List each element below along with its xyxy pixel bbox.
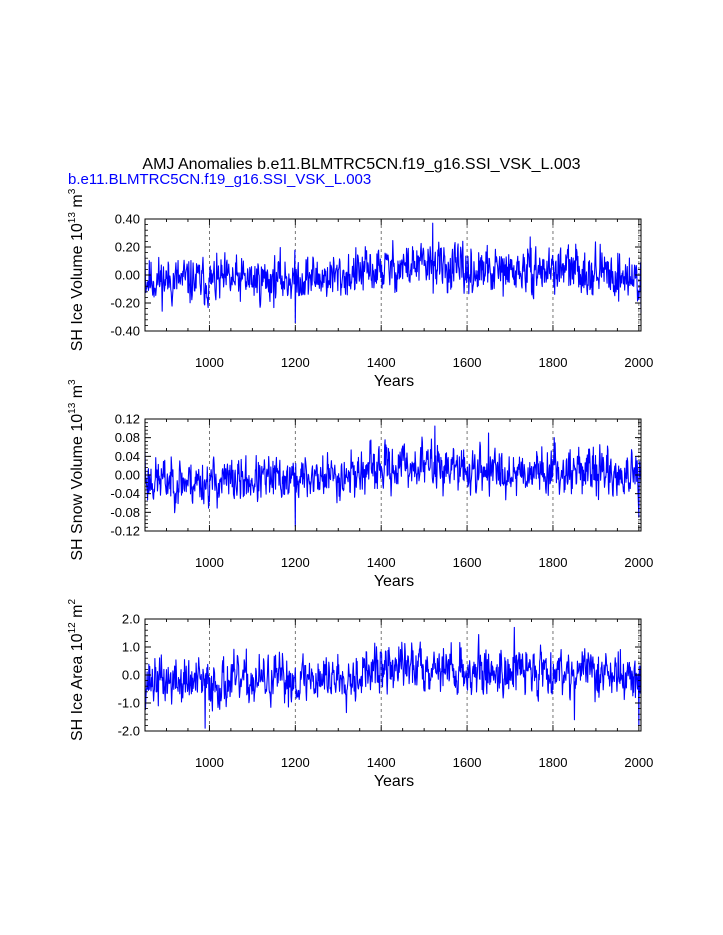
xtick-label: 1800 [539,755,568,770]
y-axis-label-part: SH Snow Volume 10 [69,414,86,561]
y-axis-label-superscript: 3 [67,188,78,194]
xtick-label: 1800 [539,555,568,570]
y-axis-label-superscript: 2 [67,599,78,605]
ytick-label: -2.0 [118,724,140,739]
xtick-label: 1800 [539,355,568,370]
ytick-label: -0.40 [110,324,140,339]
ytick-label: 0.00 [115,468,140,483]
ytick-label: 0.0 [122,668,140,683]
ytick-label: 0.40 [115,212,140,227]
xtick-label: 1400 [367,555,396,570]
xtick-label: 2000 [624,555,653,570]
y-axis-label-part: m [69,194,86,212]
ytick-label: -1.0 [118,696,140,711]
ytick-label: 2.0 [122,612,140,627]
ytick-label: 0.20 [115,240,140,255]
xtick-label: 1000 [195,555,224,570]
y-axis-label-part: m [69,385,86,403]
ytick-label: -0.20 [110,296,140,311]
panel-1: -0.40 -0.20 0.00 0.20 0.40 1000 1200 1400 1600 18… [67,188,653,390]
xtick-label: 1200 [281,355,310,370]
x-axis-label: Years [374,373,414,390]
ytick-label: 0.12 [115,412,140,427]
page-subtitle: b.e11.BLMTRC5CN.f19_g16.SSI_VSK_L.003 [68,171,372,188]
xtick-label: 1000 [195,755,224,770]
series-line [144,425,642,527]
x-axis-label: Years [374,773,414,790]
y-axis-label-superscript: 3 [67,379,78,385]
xtick-label: 2000 [624,355,653,370]
xtick-label: 1600 [453,355,482,370]
plot-frame [144,218,642,332]
xtick-label: 2000 [624,755,653,770]
y-axis-label-superscript: 13 [67,402,78,414]
ytick-label: 0.00 [115,268,140,283]
xtick-label: 1600 [453,555,482,570]
ytick-label: 0.08 [115,430,140,445]
y-axis-label-part: SH Ice Area 10 [69,633,86,741]
xtick-label: 1400 [367,355,396,370]
y-axis-label-part: SH Ice Volume 10 [69,223,86,351]
xtick-label: 1400 [367,755,396,770]
xtick-label: 1200 [281,555,310,570]
panel-3: -2.0 -1.0 0.0 1.0 2.0 1000 1200 1400 1600 1800 200… [67,599,653,790]
y-axis-label-superscript: 12 [67,622,78,634]
xtick-label: 1200 [281,755,310,770]
series-line [144,222,642,324]
y-axis-label-part: m [69,605,86,623]
y-axis-label-superscript: 13 [67,212,78,224]
x-axis-label: Years [374,573,414,590]
ytick-label: 0.04 [115,449,140,464]
xtick-label: 1600 [453,755,482,770]
ytick-label: -0.04 [110,486,140,501]
ytick-label: -0.08 [110,505,140,520]
series-line [144,626,642,729]
ytick-label: -0.12 [110,524,140,539]
panel-2: -0.12 -0.08 -0.04 0.00 0.04 0.08 0.12 1000 1200 1… [67,379,653,590]
y-axis-label: SH Ice Area 1012 m2 [67,599,86,742]
ytick-label: 1.0 [122,640,140,655]
page-title: AMJ Anomalies b.e11.BLMTRC5CN.f19_g16.SS… [142,156,581,173]
y-axis-label: SH Snow Volume 1013 m3 [67,379,86,561]
y-axis-label: SH Ice Volume 1013 m3 [67,188,86,351]
xtick-label: 1000 [195,355,224,370]
